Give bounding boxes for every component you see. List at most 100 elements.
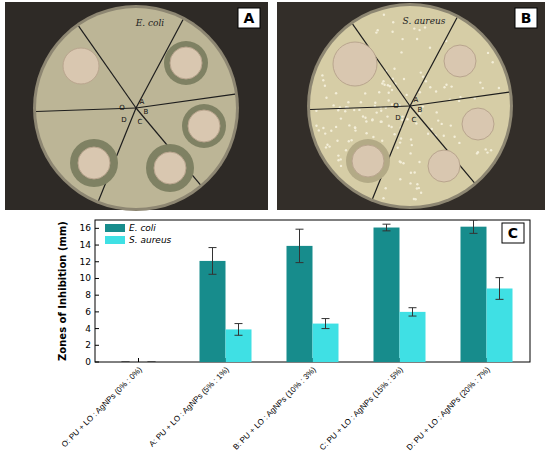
colony (332, 104, 334, 106)
colony (420, 192, 422, 194)
sector-line (136, 94, 235, 108)
colony (490, 149, 492, 151)
error-cap (296, 262, 304, 263)
error-bar (496, 278, 504, 300)
organism-label: S. aureus (403, 16, 446, 26)
colony (377, 29, 379, 31)
error-line (412, 308, 413, 316)
colony (459, 96, 461, 98)
error-line (299, 229, 300, 262)
colony (401, 115, 403, 117)
y-tick (95, 295, 99, 296)
colony (392, 21, 394, 23)
colony (335, 92, 337, 94)
colony (416, 38, 418, 40)
colony (348, 124, 350, 126)
sector-label: O (119, 104, 125, 112)
colony (388, 92, 390, 94)
dish-rim (307, 3, 513, 209)
error-bar (122, 362, 130, 363)
bars (122, 220, 513, 362)
colony (376, 111, 378, 113)
y-tick-label: 14 (80, 240, 92, 250)
bar (287, 246, 313, 362)
colony (321, 74, 323, 76)
colony (422, 76, 424, 78)
x-tick (138, 358, 139, 362)
colony (364, 92, 366, 94)
colony (378, 91, 380, 93)
colony (487, 52, 489, 54)
x-tick-label: A: PU + LO : AgNPs (5% : 1%) (147, 365, 231, 449)
colony (390, 126, 392, 128)
dish-panel: OABCDS. aureusB (277, 2, 545, 210)
y-tick (95, 278, 99, 279)
colony (391, 31, 393, 33)
legend-swatch (105, 236, 125, 244)
error-bar (148, 362, 156, 363)
y-tick (95, 362, 99, 363)
colony (458, 100, 460, 102)
error-cap (383, 224, 391, 225)
error-cap (322, 328, 330, 329)
colony (400, 51, 402, 53)
colony (479, 81, 481, 83)
colony (400, 137, 402, 139)
colony (388, 99, 390, 101)
colony (401, 119, 403, 121)
colony (337, 109, 339, 111)
bar (313, 324, 339, 362)
colony (380, 110, 382, 112)
y-tick-label: 8 (85, 290, 91, 300)
error-line (386, 224, 387, 231)
y-tick-label: 6 (85, 307, 91, 317)
sector-label: B (418, 106, 423, 114)
inhibition-zone (346, 139, 390, 183)
error-cap (122, 362, 130, 363)
colony (354, 129, 356, 131)
colony (450, 85, 452, 87)
error-cap (322, 318, 330, 319)
background (0, 0, 550, 469)
photo-background (5, 2, 268, 210)
bar (113, 362, 139, 363)
colony (324, 132, 326, 134)
dish-rim (33, 5, 239, 211)
bar (400, 312, 426, 362)
colony (485, 148, 487, 150)
error-bar (209, 248, 217, 275)
colony (360, 101, 362, 103)
error-line (499, 278, 500, 300)
y-axis-title: Zones of Inhibition (mm) (57, 221, 68, 361)
colony (354, 126, 356, 128)
colony (354, 127, 356, 129)
disk (78, 147, 110, 179)
colony (364, 117, 366, 119)
error-line (238, 324, 239, 336)
colony (413, 198, 415, 200)
error-cap (122, 362, 130, 363)
colony (409, 182, 411, 184)
error-cap (296, 229, 304, 230)
colony (399, 160, 401, 162)
disk (333, 42, 377, 86)
legend-label: E. coli (129, 223, 156, 233)
colony (365, 132, 367, 134)
error-cap (148, 362, 156, 363)
disk (154, 152, 186, 184)
sector-label: C (412, 116, 417, 124)
colony (374, 102, 376, 104)
panel-label: A (244, 10, 255, 26)
colony (411, 144, 413, 146)
colony (325, 97, 327, 99)
colony (403, 78, 405, 80)
y-tick-label: 4 (85, 324, 91, 334)
colony (381, 140, 383, 142)
colony (330, 130, 332, 132)
colony (381, 82, 383, 84)
colony (388, 125, 390, 127)
colony (427, 133, 429, 135)
colony (476, 152, 478, 154)
colony (453, 136, 455, 138)
colony (385, 187, 387, 189)
